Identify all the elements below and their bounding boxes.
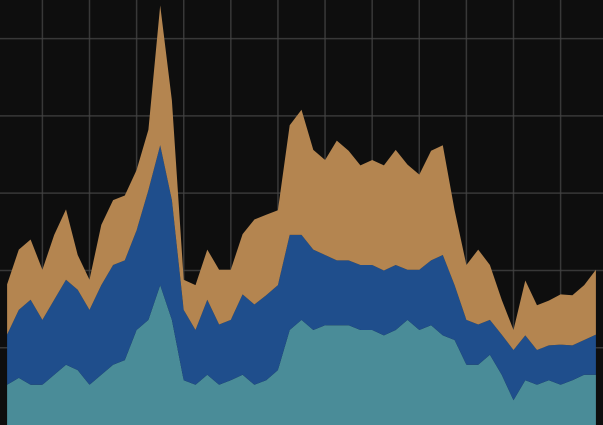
area <box>7 285 596 425</box>
area <box>7 145 596 401</box>
area <box>7 5 596 351</box>
